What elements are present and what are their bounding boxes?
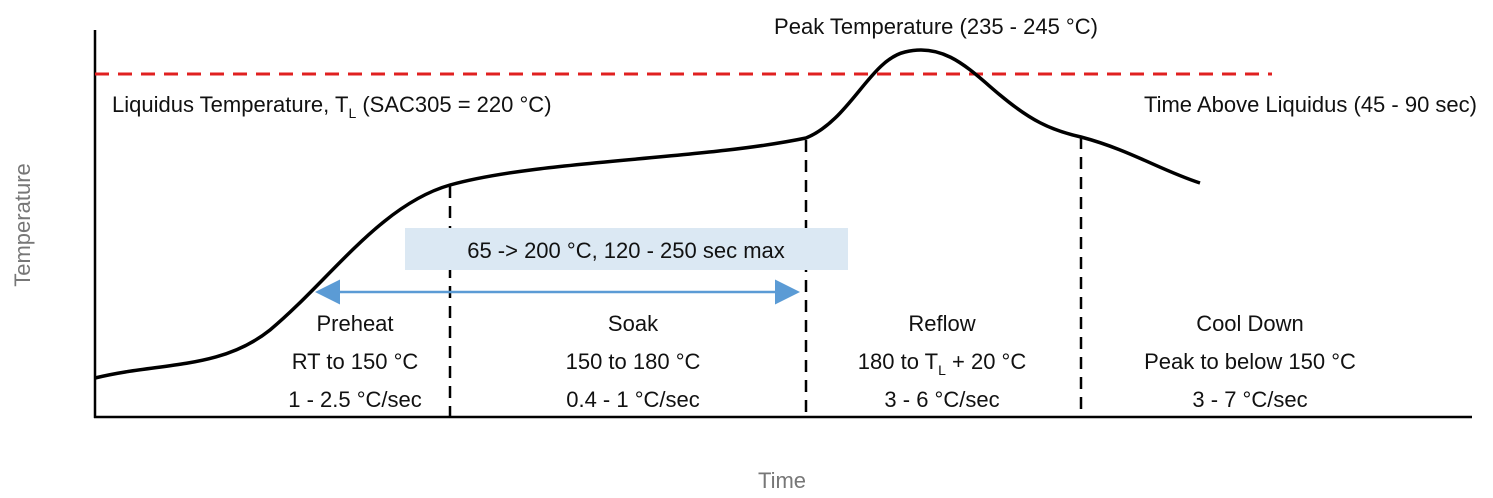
label-part: Liquidus Temperature, T [112, 92, 348, 117]
zone-rate: 3 - 6 °C/sec [884, 387, 999, 412]
zone-rate: 3 - 7 °C/sec [1192, 387, 1307, 412]
subscript: L [348, 105, 356, 121]
label-part: + 20 °C [946, 349, 1026, 374]
zone-name: Preheat [316, 311, 393, 336]
temperature-profile-curve [94, 48, 1201, 380]
zone-rate: 0.4 - 1 °C/sec [566, 387, 700, 412]
soak-box-label: 65 -> 200 °C, 120 - 250 sec max [467, 238, 785, 263]
zone-temp: RT to 150 °C [292, 349, 419, 374]
peak-label: Peak Temperature (235 - 245 °C) [774, 14, 1098, 39]
soak-box [405, 228, 848, 270]
zone-name: Cool Down [1196, 311, 1304, 336]
subscript: L [938, 362, 946, 378]
zone-temp: 180 to TL + 20 °C [858, 349, 1027, 378]
y-axis-label: Temperature [10, 163, 35, 287]
time-above-label: Time Above Liquidus (45 - 90 sec) [1144, 92, 1477, 117]
zone-temp: Peak to below 150 °C [1144, 349, 1356, 374]
x-axis-label: Time [758, 468, 806, 493]
zone-rate: 1 - 2.5 °C/sec [288, 387, 422, 412]
zone-name: Reflow [908, 311, 975, 336]
label-part: 180 to T [858, 349, 938, 374]
label-part: (SAC305 = 220 °C) [356, 92, 551, 117]
liquidus-label: Liquidus Temperature, TL (SAC305 = 220 °… [112, 92, 552, 121]
zone-temp: 150 to 180 °C [566, 349, 701, 374]
zone-name: Soak [608, 311, 659, 336]
